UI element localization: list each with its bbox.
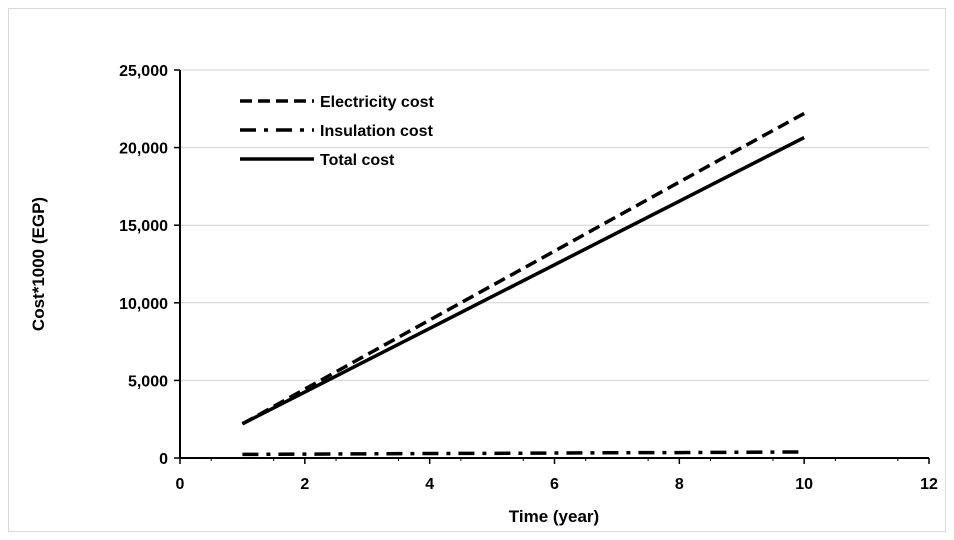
x-tick-label: 0 [176,476,185,493]
chart-frame [8,8,946,532]
x-tick-label: 10 [795,476,813,493]
legend-label: Total cost [320,152,395,169]
series-lines [241,111,806,457]
x-tick-label: 6 [550,476,559,493]
y-tick-label: 20,000 [119,141,168,158]
legend-label: Electricity cost [320,94,435,111]
tick-labels: 0 5,000 10,000 15,000 20,000 25,000 0 2 4 6 8 10 12 [119,63,938,493]
y-tick-label: 5,000 [128,373,168,390]
y-tick-label: 15,000 [119,218,168,235]
legend: Electricity cost Insulation cost Total cos… [240,94,435,169]
y-tick-label: 0 [159,451,168,468]
x-tick-label: 2 [300,476,309,493]
axes [174,69,930,464]
series-line-3 [241,135,805,426]
x-tick-label: 12 [920,476,938,493]
y-axis-title: Cost*1000 (EGP) [29,197,48,331]
x-tick-label: 4 [425,476,434,493]
series-line-2 [242,450,805,457]
gridlines [180,69,929,381]
y-tick-label: 10,000 [119,296,168,313]
legend-label: Insulation cost [320,123,434,140]
x-axis-title: Time (year) [509,507,599,526]
y-tick-label: 25,000 [119,63,168,80]
x-tick-label: 8 [675,476,684,493]
